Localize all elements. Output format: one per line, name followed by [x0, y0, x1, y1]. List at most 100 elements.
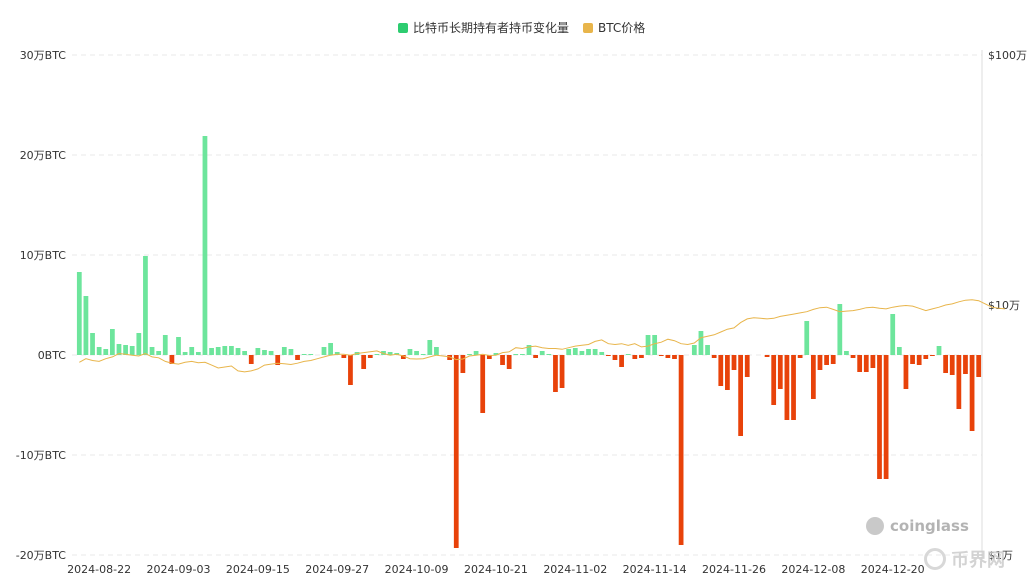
holding-change-bar — [367, 355, 373, 358]
holding-change-bar — [956, 355, 962, 409]
holding-change-bar — [572, 348, 578, 355]
holding-change-bar — [586, 349, 591, 355]
left-axis-tick-label: 10万BTC — [20, 249, 67, 262]
holding-change-bar — [76, 272, 82, 355]
holding-change-bar — [195, 352, 201, 355]
btc-price-line — [79, 299, 1006, 373]
holding-change-bar — [486, 355, 492, 359]
holding-change-bar — [599, 352, 605, 355]
holding-change-bar — [248, 355, 254, 364]
x-axis-tick-label: 2024-10-09 — [385, 563, 449, 576]
holding-change-bar — [665, 355, 671, 358]
holding-change-bar — [467, 354, 472, 355]
holding-change-bar — [116, 344, 122, 355]
holding-change-bar — [870, 355, 876, 368]
x-axis-tick-label: 2024-09-27 — [305, 563, 369, 576]
left-axis-tick-label: 20万BTC — [20, 149, 67, 162]
holding-change-bar — [784, 355, 790, 420]
holding-change-bar — [810, 355, 816, 399]
holding-change-bar — [420, 354, 426, 355]
holding-change-bar — [229, 346, 234, 355]
holding-change-bar — [235, 348, 241, 355]
holding-change-bar — [797, 355, 803, 358]
holding-change-bar — [691, 345, 697, 355]
holding-change-bar — [850, 355, 856, 358]
holding-change-bar — [526, 345, 532, 355]
holding-change-bar — [202, 136, 208, 355]
holding-change-bar — [96, 347, 102, 355]
holding-change-bar — [447, 355, 453, 360]
holding-change-bar — [295, 355, 300, 360]
holding-change-bar — [533, 355, 538, 358]
x-axis-tick-label: 2024-10-21 — [464, 563, 528, 576]
holding-change-bar — [844, 351, 849, 355]
holding-change-bar — [262, 350, 267, 355]
legend: 比特币长期持有者持币变化量 BTC价格 — [398, 19, 645, 36]
holding-change-bar — [579, 351, 585, 355]
legend-item-holding-change[interactable]: 比特币长期持有者持币变化量 — [398, 19, 569, 36]
left-y-axis: 30万BTC 20万BTC 10万BTC 0BTC -10万BTC -20万BTC — [16, 49, 67, 562]
holding-change-bar — [149, 347, 155, 355]
holding-change-bar — [103, 349, 109, 355]
holding-change-bar — [288, 349, 294, 355]
x-axis-tick-label: 2024-08-22 — [67, 563, 131, 576]
watermark-text: coinglass — [890, 517, 969, 535]
x-axis: 2024-08-22 2024-09-03 2024-09-15 2024-09-27… — [67, 563, 925, 576]
holding-change-bar — [559, 355, 565, 388]
holding-change-bar — [176, 337, 181, 355]
holding-change-bars — [76, 136, 982, 548]
holding-change-bar — [169, 355, 175, 364]
holding-change-bar — [321, 347, 327, 355]
holding-change-bar — [341, 355, 347, 358]
holding-change-bar — [506, 355, 512, 369]
holding-change-bar — [837, 304, 843, 355]
x-axis-tick-label: 2024-12-20 — [861, 563, 925, 576]
holding-change-bar — [156, 351, 162, 355]
holding-change-bar — [949, 355, 955, 375]
holding-change-bar — [639, 355, 644, 358]
holding-change-bar — [830, 355, 836, 364]
holding-change-bar — [334, 352, 340, 355]
holding-change-bar — [189, 347, 195, 355]
holding-change-bar — [83, 296, 89, 355]
legend-label-holding-change: 比特币长期持有者持币变化量 — [413, 21, 570, 35]
holding-change-bar — [923, 355, 929, 359]
holding-change-bar — [348, 355, 353, 385]
holding-change-bar — [129, 346, 135, 355]
x-axis-tick-label: 2024-11-02 — [543, 563, 607, 576]
holding-change-bar — [520, 354, 525, 355]
holding-change-bar — [242, 351, 248, 355]
holding-change-bar — [817, 355, 823, 370]
holding-change-bar — [771, 355, 777, 405]
x-axis-tick-label: 2024-11-14 — [623, 563, 687, 576]
holding-change-bar — [658, 355, 664, 356]
holding-change-bar — [725, 355, 730, 390]
holding-change-bar — [222, 346, 228, 355]
holding-change-bar — [963, 355, 968, 374]
holding-change-bar — [824, 355, 829, 365]
bijie-logo-icon — [924, 548, 946, 570]
holding-change-bar — [427, 340, 433, 355]
holding-change-bar — [804, 321, 810, 355]
holding-change-bar — [162, 335, 168, 355]
holding-change-bar — [473, 351, 479, 355]
watermark-text-2: 币界网 — [951, 550, 1005, 571]
holding-change-bar — [539, 351, 545, 355]
holding-change-bar — [791, 355, 796, 420]
holding-change-bar — [857, 355, 863, 372]
legend-swatch-green — [398, 22, 408, 33]
coinglass-watermark: coinglass — [866, 517, 969, 535]
holding-change-bar — [546, 354, 552, 355]
legend-item-btc-price[interactable]: BTC价格 — [583, 19, 645, 36]
holding-change-bar — [255, 348, 261, 355]
holding-change-bar — [407, 349, 413, 355]
legend-swatch-gold — [583, 22, 594, 33]
x-axis-tick-label: 2024-11-26 — [702, 563, 766, 576]
holding-change-bar — [553, 355, 558, 392]
holding-change-bar — [301, 354, 307, 355]
holding-change-bar — [672, 355, 677, 359]
holding-change-bar — [209, 348, 214, 355]
holding-change-bar — [943, 355, 949, 373]
bijie-watermark: 币界网 — [924, 546, 1005, 572]
holding-change-bar — [143, 256, 148, 355]
